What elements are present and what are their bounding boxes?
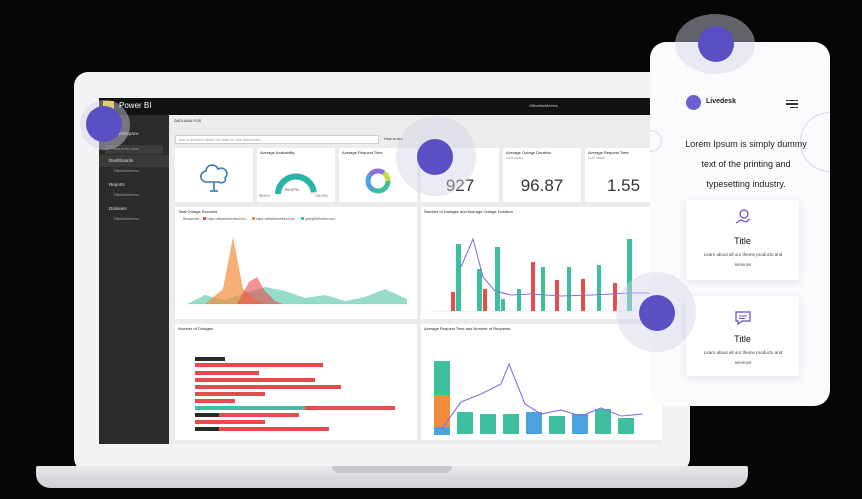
tile-title: Average Availability bbox=[260, 150, 295, 155]
availability-value: 99.37% bbox=[285, 187, 299, 192]
tile-logo[interactable] bbox=[175, 148, 253, 202]
chat-icon bbox=[735, 311, 751, 326]
tile-average-outage-duration[interactable]: Average Outage Duration LAST WEEK 96.87 bbox=[503, 148, 581, 202]
tile-title: Average Request Time bbox=[342, 150, 383, 155]
chart-total-outage-seconds[interactable]: Total Outage Seconds ResourceId https://… bbox=[175, 207, 417, 319]
kpi-request-time-value: 1.55 bbox=[606, 176, 641, 195]
legend-item: https://officebizmetrics.blob... bbox=[256, 217, 298, 221]
qa-help-link[interactable]: How to ask bbox=[384, 137, 403, 141]
decor-ring bbox=[650, 130, 662, 152]
chart-title: Number of Outages bbox=[178, 326, 213, 331]
availability-min: 95.00% bbox=[259, 194, 270, 198]
tile-subtitle: LAST WEEK bbox=[506, 156, 524, 160]
feature-card-1[interactable]: Title Learn about all our theme products… bbox=[686, 200, 799, 280]
request-time-donut bbox=[365, 168, 391, 194]
sidebar-subitem-dashboards[interactable]: OfficeBizMetrics bbox=[113, 169, 139, 173]
hand-chart-icon bbox=[735, 209, 751, 224]
sidebar-active-highlight bbox=[99, 155, 169, 167]
stacked-bar-line-chart bbox=[434, 361, 644, 435]
phone-headline: Lorem Ipsum is simply dummy text of the … bbox=[685, 139, 807, 189]
qa-input[interactable]: Ask a question about the data on this da… bbox=[175, 135, 379, 144]
legend-swatch bbox=[252, 217, 256, 220]
top-bar: Power BI OfficeBizMetrics bbox=[99, 98, 662, 115]
laptop-notch bbox=[332, 466, 452, 473]
sidebar-item-reports[interactable]: Reports bbox=[109, 182, 125, 187]
dashboard-canvas: DATA ANALYSIS Ask a question about the d… bbox=[169, 115, 662, 444]
sidebar-subitem-reports[interactable]: OfficeBizMetrics bbox=[113, 193, 139, 197]
sidebar: My Workspace Search by name Dashboards O… bbox=[99, 115, 169, 444]
phone-mockup: Livedesk Lorem Ipsum is simply dummy tex… bbox=[650, 42, 830, 406]
sidebar-item-dashboards[interactable]: Dashboards bbox=[109, 158, 134, 163]
tile-average-request-time-kpi[interactable]: Average Request Time LAST WEEK 1.55 bbox=[585, 148, 662, 202]
phone-brand: Livedesk bbox=[706, 98, 736, 105]
card-title: Title bbox=[734, 236, 751, 246]
sidebar-subitem-datasets[interactable]: OfficeBizMetrics bbox=[113, 217, 139, 221]
livedesk-logo-icon bbox=[686, 95, 701, 110]
chart-title: Number of Outages and Average Outage Dur… bbox=[424, 209, 513, 214]
qa-placeholder: Ask a question about the data on this da… bbox=[179, 137, 261, 142]
legend-swatch bbox=[301, 217, 305, 220]
laptop-screen: Power BI OfficeBizMetrics My Workspace S… bbox=[99, 98, 662, 444]
chart-title: Total Outage Seconds bbox=[178, 209, 218, 214]
hamburger-menu-icon[interactable] bbox=[786, 100, 798, 108]
card-body: Learn about all our theme products and s… bbox=[703, 350, 783, 365]
card-body: Learn about all our theme products and s… bbox=[703, 252, 783, 267]
decor-blob bbox=[86, 106, 122, 142]
tile-subtitle: LAST WEEK bbox=[588, 156, 606, 160]
dashboard-label: DATA ANALYSIS bbox=[174, 119, 201, 123]
tile-average-availability[interactable]: Average Availability 99.37% 95.00% 100.0… bbox=[257, 148, 335, 202]
sidebar-workspace[interactable]: My Workspace bbox=[109, 131, 139, 136]
chart-request-time-and-requests[interactable]: Average Request Time and Number of Reque… bbox=[421, 324, 662, 440]
kpi-outages-value: 927 bbox=[445, 176, 475, 195]
legend-item: queryBizMetrics.com bbox=[305, 217, 335, 221]
legend-item: https://officebizmetrics.blob... bbox=[207, 217, 249, 221]
chart-number-of-outages[interactable]: Number of Outages bbox=[175, 324, 417, 440]
decor-blob bbox=[698, 26, 734, 62]
feature-card-2[interactable]: Title Learn about all our theme products… bbox=[686, 296, 799, 376]
tile-average-request-time[interactable]: Average Request Time bbox=[339, 148, 417, 202]
decor-blob bbox=[639, 295, 675, 331]
laptop-base bbox=[36, 466, 748, 488]
app-title: Power BI bbox=[119, 101, 152, 110]
chart-title: Average Request Time and Number of Reque… bbox=[424, 326, 511, 331]
sidebar-search-input[interactable]: Search by name bbox=[105, 145, 163, 154]
cloud-bulb-icon bbox=[200, 164, 228, 192]
sidebar-search-placeholder: Search by name bbox=[113, 147, 140, 151]
chart-legend: ResourceId https://officebizmetrics.blob… bbox=[183, 217, 335, 221]
legend-swatch bbox=[203, 217, 207, 220]
kpi-duration-value: 96.87 bbox=[520, 176, 564, 195]
chart-outages-and-duration[interactable]: Number of Outages and Average Outage Dur… bbox=[421, 207, 662, 319]
sidebar-item-datasets[interactable]: Datasets bbox=[109, 206, 127, 211]
availability-gauge bbox=[275, 173, 317, 195]
horizontal-bar-chart bbox=[195, 357, 395, 431]
combo-bar-chart bbox=[431, 237, 657, 312]
tile-title: Average Request Time bbox=[588, 150, 629, 155]
legend-label: ResourceId bbox=[183, 217, 200, 221]
area-chart bbox=[187, 237, 409, 305]
workspace-name: OfficeBizMetrics bbox=[529, 103, 558, 108]
availability-max: 100.00% bbox=[315, 194, 328, 198]
decor-blob bbox=[417, 139, 453, 175]
card-title: Title bbox=[734, 334, 751, 344]
tile-title: Average Outage Duration bbox=[506, 150, 552, 155]
